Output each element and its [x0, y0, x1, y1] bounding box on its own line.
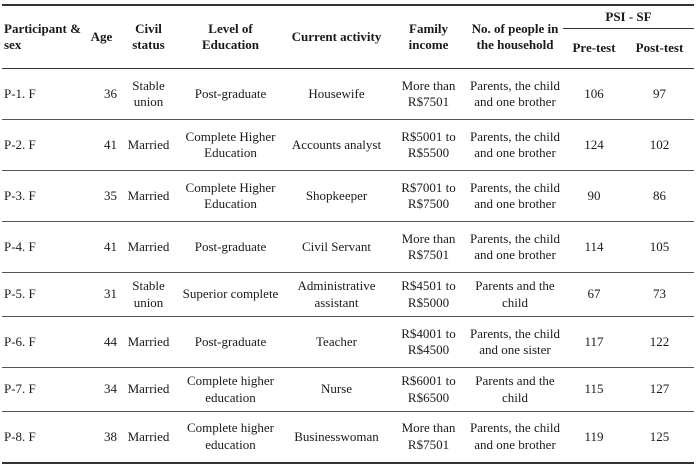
cell-household: Parents, the child and one brother [467, 119, 563, 171]
cell-income: More than R$7501 [390, 68, 467, 120]
table-row: P-3. F 35 Married Complete Higher Education… [2, 170, 694, 222]
cell-income: More than R$7501 [390, 221, 467, 273]
cell-pre: 119 [563, 411, 625, 464]
cell-income: R$6001 to R$6500 [390, 367, 467, 412]
cell-civil: Married [119, 367, 178, 412]
cell-age: 44 [84, 316, 119, 368]
header-civil-status: Civil status [119, 4, 178, 69]
cell-participant: P-5. F [2, 272, 84, 317]
cell-income: More than R$7501 [390, 411, 467, 464]
cell-household: Parents, the child and one brother [467, 221, 563, 273]
cell-post: 86 [625, 170, 694, 222]
cell-civil: Married [119, 411, 178, 464]
cell-pre: 106 [563, 68, 625, 120]
cell-age: 31 [84, 272, 119, 317]
cell-household: Parents, the child and one brother [467, 68, 563, 120]
cell-participant: P-7. F [2, 367, 84, 412]
header-education: Level of Education [178, 4, 283, 69]
cell-education: Post-graduate [178, 316, 283, 368]
cell-activity: Accounts analyst [283, 119, 390, 171]
cell-participant: P-4. F [2, 221, 84, 273]
table-row: P-8. F 38 Married Complete higher education… [2, 411, 694, 464]
cell-participant: P-6. F [2, 316, 84, 368]
cell-household: Parents, the child and one brother [467, 411, 563, 464]
cell-education: Complete Higher Education [178, 170, 283, 222]
cell-post: 122 [625, 316, 694, 368]
cell-post: 105 [625, 221, 694, 273]
cell-age: 35 [84, 170, 119, 222]
table-row: P-4. F 41 Married Post-graduate Civil Servan… [2, 221, 694, 273]
cell-education: Superior complete [178, 272, 283, 317]
cell-pre: 90 [563, 170, 625, 222]
table-row: P-2. F 41 Married Complete Higher Education… [2, 119, 694, 171]
header-activity: Current activity [283, 4, 390, 69]
cell-age: 41 [84, 221, 119, 273]
cell-education: Complete higher education [178, 367, 283, 412]
cell-post: 127 [625, 367, 694, 412]
cell-education: Post-graduate [178, 68, 283, 120]
cell-education: Complete higher education [178, 411, 283, 464]
table-row: P-1. F 36 Stable union Post-graduate Housewi… [2, 68, 694, 120]
cell-civil: Married [119, 119, 178, 171]
table-row: P-5. F 31 Stable union Superior complete Adm… [2, 272, 694, 317]
cell-pre: 115 [563, 367, 625, 412]
cell-post: 125 [625, 411, 694, 464]
cell-activity: Shopkeeper [283, 170, 390, 222]
header-psi-sf: PSI - SF [563, 4, 694, 29]
cell-post: 97 [625, 68, 694, 120]
cell-activity: Administrative assistant [283, 272, 390, 317]
cell-age: 41 [84, 119, 119, 171]
cell-post: 73 [625, 272, 694, 317]
cell-pre: 67 [563, 272, 625, 317]
cell-income: R$4501 to R$5000 [390, 272, 467, 317]
cell-pre: 124 [563, 119, 625, 171]
cell-household: Parents and the child [467, 272, 563, 317]
header-participant: Participant & sex [2, 4, 84, 69]
table-row: P-6. F 44 Married Post-graduate Teacher R$400… [2, 316, 694, 368]
cell-age: 34 [84, 367, 119, 412]
cell-participant: P-8. F [2, 411, 84, 464]
cell-pre: 114 [563, 221, 625, 273]
cell-participant: P-3. F [2, 170, 84, 222]
cell-activity: Businesswoman [283, 411, 390, 464]
cell-participant: P-1. F [2, 68, 84, 120]
cell-household: Parents, the child and one brother [467, 170, 563, 222]
cell-civil: Married [119, 170, 178, 222]
header-pre-test: Pre-test [563, 28, 625, 69]
cell-age: 38 [84, 411, 119, 464]
table-row: P-7. F 34 Married Complete higher education… [2, 367, 694, 412]
cell-participant: P-2. F [2, 119, 84, 171]
cell-education: Complete Higher Education [178, 119, 283, 171]
cell-activity: Nurse [283, 367, 390, 412]
cell-post: 102 [625, 119, 694, 171]
cell-civil: Married [119, 221, 178, 273]
cell-education: Post-graduate [178, 221, 283, 273]
header-income: Family income [390, 4, 467, 69]
cell-income: R$7001 to R$7500 [390, 170, 467, 222]
cell-pre: 117 [563, 316, 625, 368]
cell-activity: Housewife [283, 68, 390, 120]
cell-income: R$5001 to R$5500 [390, 119, 467, 171]
cell-civil: Stable union [119, 68, 178, 120]
header-household: No. of people in the household [467, 4, 563, 69]
header-post-test: Post-test [625, 28, 694, 69]
cell-activity: Teacher [283, 316, 390, 368]
cell-household: Parents and the child [467, 367, 563, 412]
cell-income: R$4001 to R$4500 [390, 316, 467, 368]
cell-civil: Married [119, 316, 178, 368]
cell-activity: Civil Servant [283, 221, 390, 273]
cell-age: 36 [84, 68, 119, 120]
cell-civil: Stable union [119, 272, 178, 317]
cell-household: Parents, the child and one sister [467, 316, 563, 368]
participants-table: Participant & sex Age Civil status Level… [2, 4, 694, 464]
header-age: Age [84, 4, 119, 69]
